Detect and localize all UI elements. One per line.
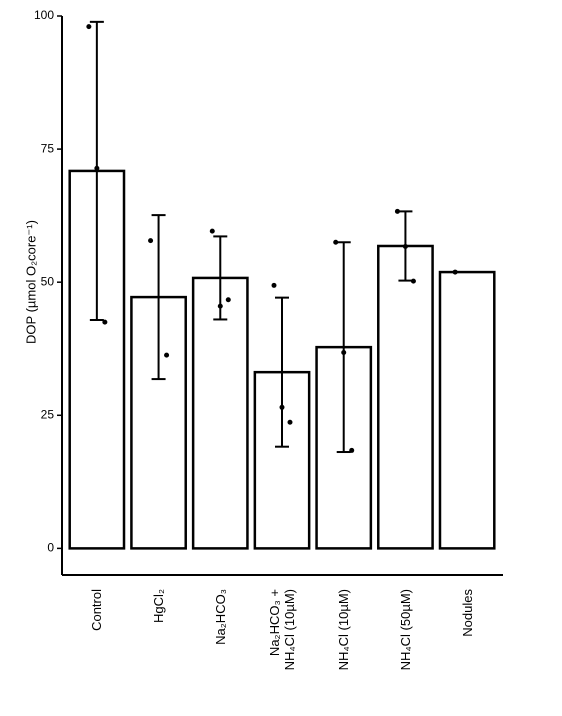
data-point — [164, 352, 170, 358]
bar — [191, 276, 249, 550]
data-point — [349, 447, 355, 453]
y-tick-label: 75 — [41, 141, 55, 155]
data-point — [341, 349, 347, 355]
x-tick-label: Nodules — [459, 589, 475, 637]
bar — [377, 244, 434, 550]
data-point — [86, 24, 92, 30]
data-point — [410, 278, 416, 284]
error-bar — [336, 241, 351, 454]
data-point — [287, 419, 293, 425]
x-tick-label: NH₄Cl (10µM) — [336, 589, 352, 671]
data-point — [217, 303, 223, 309]
data-point — [225, 297, 231, 303]
x-tick-label: Na₂HCO₃ — [212, 589, 228, 645]
error-bar — [89, 20, 104, 321]
error-bar — [275, 296, 289, 448]
x-tick-label: NH₄Cl (50µM) — [397, 589, 413, 671]
y-tick-label: 25 — [41, 407, 55, 421]
y-tick-label: 0 — [47, 541, 54, 555]
data-point — [148, 238, 154, 244]
data-point — [209, 228, 215, 234]
data-point — [402, 244, 408, 250]
data-point — [279, 404, 285, 410]
bar — [438, 270, 496, 550]
x-tick-label: Na₂HCO₃ + NH₄Cl (10µM) — [267, 589, 297, 671]
x-tick-label: Control — [89, 589, 105, 631]
data-point — [394, 208, 400, 214]
y-tick-label: 100 — [34, 8, 54, 22]
y-tick-label: 50 — [41, 274, 55, 288]
data-point — [271, 282, 277, 288]
data-point — [94, 165, 100, 171]
data-point — [333, 239, 339, 245]
error-bar — [151, 214, 166, 381]
x-tick-label: HgCl₂ — [151, 589, 167, 623]
data-point — [452, 269, 458, 275]
y-axis-label: DOP (µmol O₂core⁻¹) — [23, 220, 38, 344]
data-point — [102, 319, 108, 325]
